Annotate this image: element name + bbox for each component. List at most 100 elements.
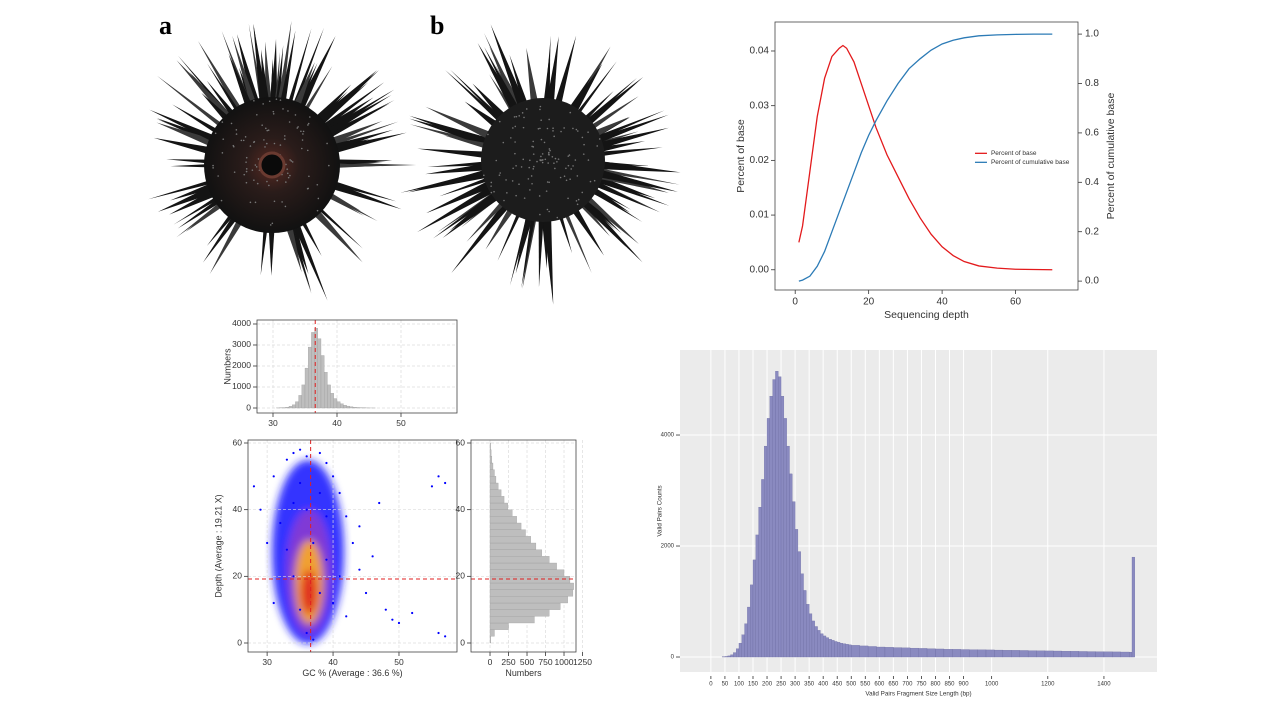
y-tick-label: 4000 <box>232 318 251 328</box>
histogram-bar <box>489 542 537 550</box>
x-tick-label: 400 <box>818 682 829 688</box>
speckle <box>307 122 310 125</box>
y-axis-label: Valid Pairs Counts <box>656 485 663 536</box>
speckle <box>490 185 492 187</box>
speckle <box>279 99 282 101</box>
speckle <box>297 126 299 128</box>
chart-panel: 30 40 50 0 1000 2000 3000 4000 Numbers <box>222 318 458 428</box>
speckle <box>262 103 264 105</box>
speckle <box>563 175 566 178</box>
histogram-bar <box>766 418 770 658</box>
speckle <box>245 170 248 173</box>
x-tick-label: 150 <box>748 682 759 688</box>
histogram-bar <box>489 629 495 637</box>
histogram-bar <box>324 372 328 409</box>
histogram-bar <box>489 616 535 624</box>
histogram-bar <box>295 401 299 409</box>
speckle <box>560 130 562 133</box>
spine <box>417 177 508 233</box>
speckle <box>514 152 516 155</box>
x-tick-label: 500 <box>846 682 857 688</box>
x-tick-label: 750 <box>916 682 927 688</box>
histogram-bar <box>738 642 742 658</box>
x-tick-label: 1000 <box>555 657 574 667</box>
histogram-bar <box>1036 650 1046 658</box>
histogram-bar <box>741 634 745 658</box>
legend-label: Percent of base <box>991 150 1037 157</box>
scatter-point <box>305 631 308 635</box>
x-tick-label: 1200 <box>1041 682 1055 688</box>
speckle <box>532 153 535 155</box>
speckle <box>306 149 309 152</box>
speckle <box>328 164 330 167</box>
speckle <box>598 138 601 140</box>
speckle <box>521 112 524 114</box>
histogram-bar <box>750 584 754 658</box>
histogram-bar <box>314 328 318 409</box>
histogram-bar <box>977 649 987 658</box>
histogram-bar <box>994 649 1004 658</box>
scatter-point <box>345 615 348 618</box>
y-tick-label: 1000 <box>232 381 251 391</box>
scatter-point <box>358 525 361 528</box>
histogram-bar <box>808 613 813 658</box>
speckle <box>291 161 294 163</box>
speckle <box>265 142 268 145</box>
speckle <box>245 181 248 184</box>
scatter-point <box>292 451 295 455</box>
histogram-bar <box>489 569 565 577</box>
speckle <box>575 200 578 202</box>
urchin-photo <box>148 20 417 301</box>
histogram-bar <box>935 648 945 658</box>
speckle <box>546 208 549 211</box>
spine <box>550 35 577 120</box>
speckle <box>300 147 303 150</box>
speckle <box>294 114 297 116</box>
histogram-bar <box>489 449 492 457</box>
chart-panel: 0 50 100 150 200 250 300 350 400 450 500 550 600 650 7… <box>656 350 1157 697</box>
histogram-bar <box>727 655 731 658</box>
histogram-bar <box>489 562 557 570</box>
histogram-bar <box>489 589 574 597</box>
histogram-bar <box>845 644 849 658</box>
histogram-bar <box>969 649 978 658</box>
panel-label: a <box>159 11 172 40</box>
chart-panel: 0 250 500 750 1000 1250 0 20 40 60 Numbers <box>456 437 593 678</box>
speckle <box>556 216 559 219</box>
y-tick-label: 0 <box>460 637 465 647</box>
photos <box>148 20 681 305</box>
histogram-bar <box>349 406 354 409</box>
speckle <box>572 165 574 167</box>
x-tick-label: 100 <box>734 682 745 688</box>
y-tick-label: 40 <box>456 504 466 514</box>
spine <box>573 76 644 136</box>
x-tick-label: 1250 <box>573 657 592 667</box>
scatter-point <box>259 508 262 511</box>
speckle <box>587 131 589 133</box>
y-tick-label: 4000 <box>661 433 675 439</box>
scatter-point <box>338 575 341 578</box>
spine <box>585 147 663 159</box>
histogram-bar <box>311 332 315 409</box>
speckle <box>510 137 512 139</box>
scatter-point <box>325 461 328 465</box>
y2-tick-label: 0.8 <box>1085 78 1099 89</box>
histogram-bar <box>839 642 843 658</box>
y-tick-label: 0.00 <box>750 264 770 275</box>
speckle <box>541 153 544 155</box>
speckle <box>548 154 550 156</box>
legend-label: Percent of cumulative base <box>991 159 1070 166</box>
speckle <box>576 175 579 177</box>
speckle <box>245 156 248 159</box>
spine <box>282 28 312 120</box>
line-series <box>798 44 1053 271</box>
speckle <box>515 165 517 167</box>
speckle <box>273 142 276 145</box>
speckle <box>302 133 304 135</box>
histogram-bar <box>489 529 526 537</box>
scatter-point <box>292 575 295 578</box>
speckle <box>256 182 259 185</box>
speckle <box>575 128 578 131</box>
speckle <box>570 168 572 170</box>
histogram-bar <box>489 549 542 557</box>
